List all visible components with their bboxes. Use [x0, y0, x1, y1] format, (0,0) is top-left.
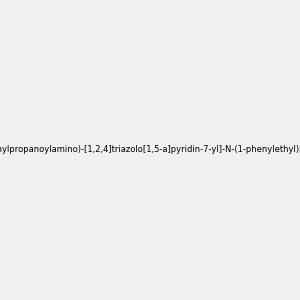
- Text: 1-methyl-5-[2-(2-methylpropanoylamino)-[1,2,4]triazolo[1,5-a]pyridin-7-yl]-N-(1-: 1-methyl-5-[2-(2-methylpropanoylamino)-[…: [0, 146, 300, 154]
